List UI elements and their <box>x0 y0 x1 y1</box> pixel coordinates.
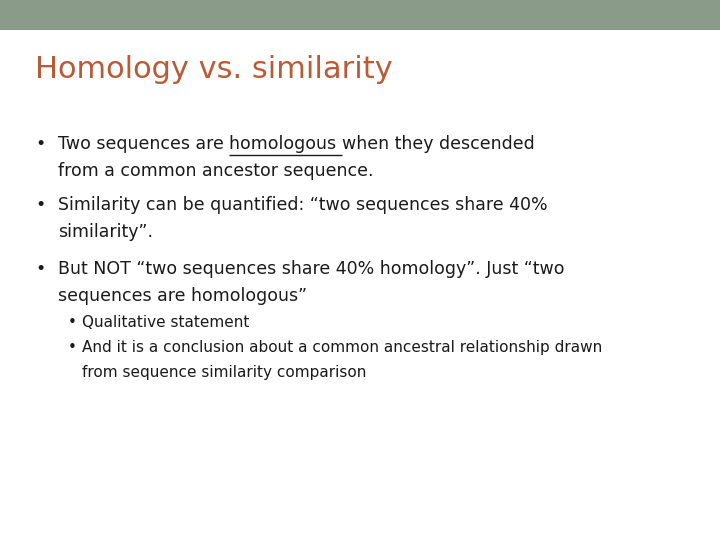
Text: •: • <box>35 260 45 278</box>
Text: from a common ancestor sequence.: from a common ancestor sequence. <box>58 162 374 180</box>
Bar <box>0 0 720 30</box>
Text: Homology vs. similarity: Homology vs. similarity <box>35 55 392 84</box>
Text: from sequence similarity comparison: from sequence similarity comparison <box>82 365 366 380</box>
Text: sequences are homologous”: sequences are homologous” <box>58 287 307 305</box>
Text: •: • <box>68 340 77 355</box>
Text: when they descended: when they descended <box>342 135 535 153</box>
Text: Qualitative statement: Qualitative statement <box>82 315 249 330</box>
Text: Similarity can be quantified: “two sequences share 40%: Similarity can be quantified: “two seque… <box>58 196 548 214</box>
Text: •: • <box>35 135 45 153</box>
Text: •: • <box>68 315 77 330</box>
Text: homologous: homologous <box>230 135 342 153</box>
Text: Two sequences are: Two sequences are <box>58 135 230 153</box>
Text: similarity”.: similarity”. <box>58 223 153 241</box>
Text: And it is a conclusion about a common ancestral relationship drawn: And it is a conclusion about a common an… <box>82 340 602 355</box>
Text: •: • <box>35 196 45 214</box>
Text: But NOT “two sequences share 40% homology”. Just “two: But NOT “two sequences share 40% homolog… <box>58 260 564 278</box>
